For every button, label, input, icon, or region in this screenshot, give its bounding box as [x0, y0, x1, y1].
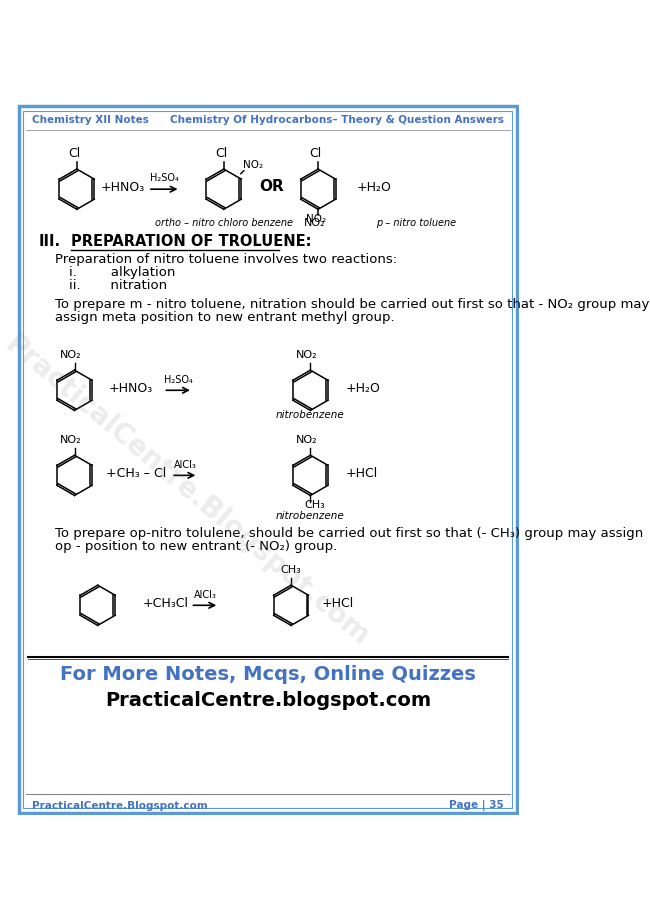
Text: OR: OR	[259, 178, 284, 194]
Text: +HNO₃: +HNO₃	[101, 181, 146, 194]
Text: Preparation of nitro toluene involves two reactions:: Preparation of nitro toluene involves tw…	[55, 253, 397, 266]
Text: NO₂: NO₂	[304, 219, 325, 228]
Text: CH₃: CH₃	[281, 565, 302, 574]
Text: op - position to new entrant (- NO₂) group.: op - position to new entrant (- NO₂) gro…	[55, 540, 337, 553]
Text: PracticalCentre.Blogspot.com: PracticalCentre.Blogspot.com	[32, 800, 208, 811]
Text: To prepare op-nitro tolulene, should be carried out first so that (- CH₃) group : To prepare op-nitro tolulene, should be …	[55, 528, 644, 540]
Text: AlCl₃: AlCl₃	[194, 590, 216, 599]
Text: ii.       nitration: ii. nitration	[69, 279, 167, 292]
Text: assign meta position to new entrant methyl group.: assign meta position to new entrant meth…	[55, 312, 395, 324]
Text: NO₂: NO₂	[60, 350, 81, 360]
Text: Chemistry Of Hydrocarbons– Theory & Question Answers: Chemistry Of Hydrocarbons– Theory & Ques…	[170, 116, 504, 125]
Text: +CH₃ – Cl: +CH₃ – Cl	[106, 467, 166, 480]
Text: +H₂O: +H₂O	[345, 381, 380, 395]
Text: i.        alkylation: i. alkylation	[69, 266, 176, 278]
Text: Chemistry XII Notes: Chemistry XII Notes	[32, 116, 149, 125]
Text: Cl: Cl	[215, 147, 227, 160]
Text: H₂SO₄: H₂SO₄	[164, 375, 192, 384]
FancyBboxPatch shape	[19, 107, 517, 812]
Text: NO₂: NO₂	[243, 160, 263, 169]
Text: H₂SO₄: H₂SO₄	[150, 174, 179, 184]
Text: +HCl: +HCl	[345, 467, 378, 480]
Text: NO₂: NO₂	[60, 435, 81, 445]
Text: PracticalCentre.blogspot.com: PracticalCentre.blogspot.com	[105, 691, 431, 709]
Text: +HCl: +HCl	[322, 596, 354, 610]
Text: Cl: Cl	[68, 147, 81, 160]
Text: PREPARATION OF TROLUENE:: PREPARATION OF TROLUENE:	[71, 233, 311, 249]
Text: NO₂: NO₂	[306, 213, 326, 223]
Text: +CH₃Cl: +CH₃Cl	[143, 596, 188, 610]
Text: CH₃: CH₃	[304, 500, 324, 510]
Text: nitrobenzene: nitrobenzene	[276, 511, 344, 521]
Text: AlCl₃: AlCl₃	[174, 460, 196, 470]
Text: ortho – nitro chloro benzene: ortho – nitro chloro benzene	[155, 219, 292, 228]
Text: NO₂: NO₂	[296, 350, 317, 360]
Text: Cl: Cl	[309, 147, 322, 160]
Text: PracticalCentre.Blogspot.com: PracticalCentre.Blogspot.com	[0, 330, 374, 652]
Text: p – nitro toluene: p – nitro toluene	[376, 219, 456, 228]
Text: III.: III.	[38, 233, 60, 249]
Text: For More Notes, Mcqs, Online Quizzes: For More Notes, Mcqs, Online Quizzes	[60, 664, 476, 684]
Text: +H₂O: +H₂O	[357, 181, 392, 194]
Text: +HNO₃: +HNO₃	[109, 381, 153, 395]
Text: To prepare m - nitro toluene, nitration should be carried out first so that - NO: To prepare m - nitro toluene, nitration …	[55, 299, 649, 312]
Text: Page | 35: Page | 35	[449, 800, 504, 811]
Text: NO₂: NO₂	[296, 435, 317, 445]
Text: nitrobenzene: nitrobenzene	[276, 410, 344, 420]
